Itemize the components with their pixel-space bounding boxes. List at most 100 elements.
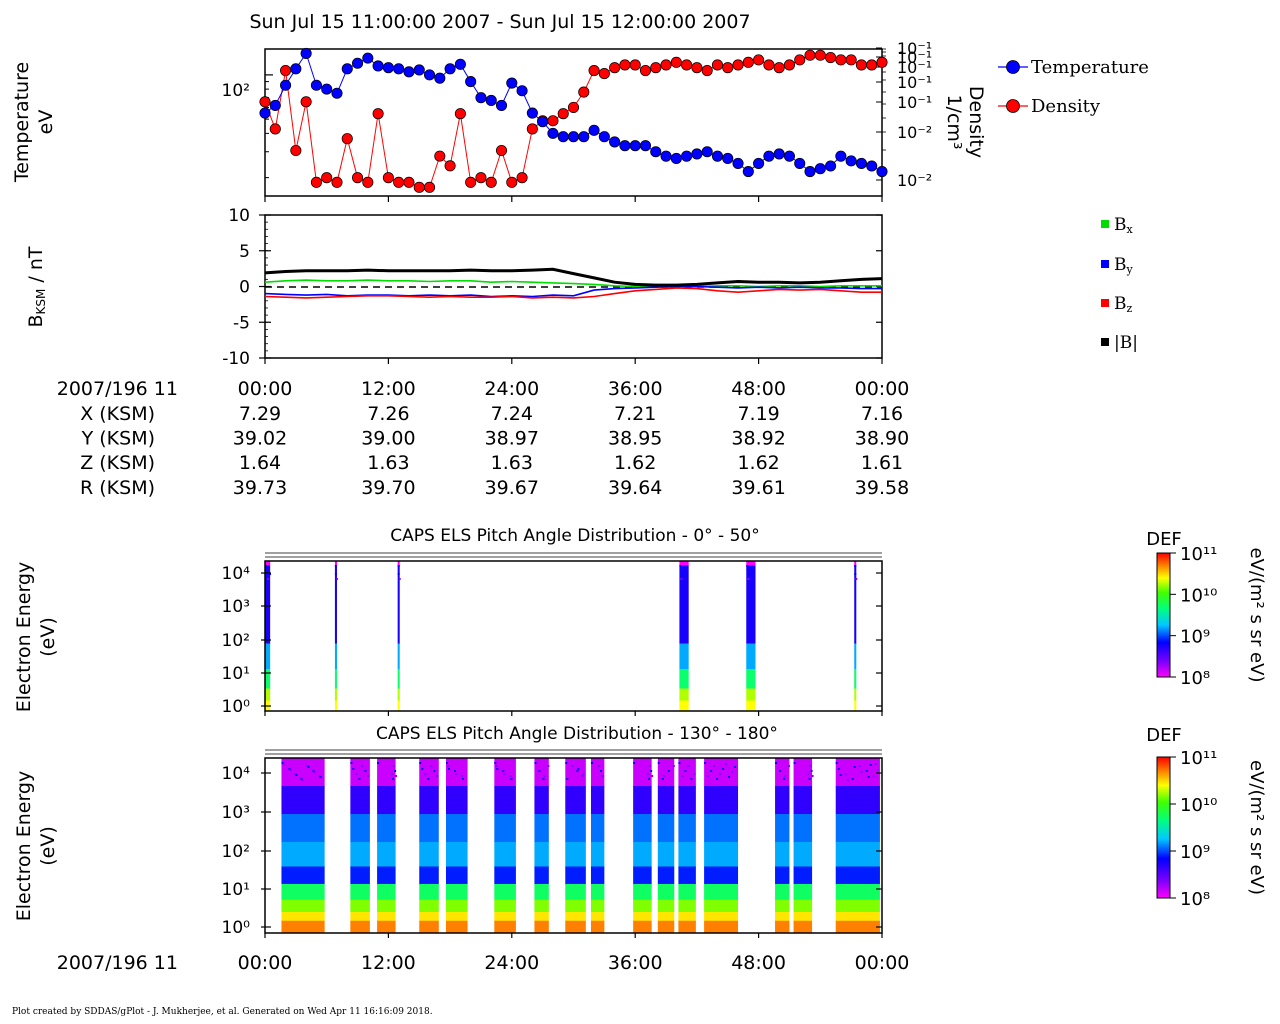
spectrogram-cell bbox=[678, 912, 696, 922]
spectrogram-speck bbox=[494, 762, 497, 764]
spectrogram-speck bbox=[855, 578, 858, 580]
temperature-point bbox=[639, 140, 652, 152]
spectrogram-speck bbox=[433, 770, 436, 772]
legend-density-label: Density bbox=[1031, 96, 1101, 117]
spectrogram-speck bbox=[633, 762, 636, 764]
spectrogram-speck bbox=[461, 778, 464, 780]
density-point bbox=[269, 123, 281, 135]
density-point bbox=[259, 96, 271, 108]
spectrogram-cell bbox=[678, 866, 696, 885]
spectrogram-cell bbox=[854, 565, 857, 644]
spectrogram-cell bbox=[534, 842, 549, 867]
spectrogram-speck bbox=[713, 765, 716, 767]
temperature-series bbox=[259, 47, 888, 178]
spectrogram-speck bbox=[503, 773, 506, 775]
spectrogram-speck bbox=[734, 766, 737, 768]
spectrogram-cell bbox=[590, 866, 605, 885]
spectrogram-cell bbox=[854, 561, 857, 566]
spectrogram-speck bbox=[395, 775, 398, 777]
spectrogram-cell bbox=[793, 758, 813, 787]
spectrogram-cell bbox=[793, 920, 813, 934]
density-point bbox=[681, 59, 693, 71]
ephemeris-value: 39.73 bbox=[233, 477, 287, 499]
density-point bbox=[876, 56, 888, 68]
spectrogram-cell bbox=[746, 561, 756, 566]
temperature-point bbox=[506, 77, 518, 89]
spectrogram-speck bbox=[421, 768, 424, 770]
temperature-point bbox=[290, 63, 302, 75]
density-point bbox=[783, 59, 795, 71]
spectrogram-speck bbox=[334, 573, 337, 575]
temperature-point bbox=[557, 131, 569, 143]
bottom-tick-label: 12:00 bbox=[361, 952, 416, 974]
btot-line bbox=[264, 267, 883, 287]
temperature-point bbox=[773, 148, 785, 160]
density-point bbox=[804, 49, 816, 61]
spectrogram-speck bbox=[377, 762, 380, 764]
spectrogram-speck bbox=[590, 762, 593, 764]
spectrogram-cell bbox=[704, 912, 739, 922]
spectrogram-cell bbox=[746, 669, 756, 689]
density-point bbox=[290, 144, 302, 157]
spectrogram-cell bbox=[657, 899, 675, 913]
density-point bbox=[485, 176, 497, 188]
temperature-point bbox=[650, 146, 662, 158]
density-point bbox=[825, 51, 837, 64]
temperature-point bbox=[681, 150, 693, 162]
spectrogram-cell bbox=[775, 814, 790, 843]
spectrogram-speck bbox=[424, 773, 427, 775]
spectrogram-cell bbox=[445, 884, 468, 901]
spectrogram-speck bbox=[394, 770, 397, 772]
temperature-ylabel-line2: eV bbox=[35, 110, 57, 135]
temperature-point bbox=[794, 157, 806, 169]
spectrogram-speck bbox=[865, 770, 868, 772]
spectrogram-cell bbox=[565, 920, 586, 934]
spectrogram-cell bbox=[590, 884, 605, 901]
temperature-point bbox=[783, 150, 795, 162]
ephemeris-value: 38.90 bbox=[855, 428, 909, 450]
temperature-point bbox=[475, 92, 487, 104]
ephemeris-row-label: R (KSM) bbox=[80, 477, 155, 499]
density-ylabel-line1: Density bbox=[965, 86, 987, 158]
els-130-180-spectrogram bbox=[281, 758, 880, 934]
density-tick-label: 10⁻² bbox=[897, 123, 932, 142]
spectrogram-cell bbox=[334, 643, 337, 670]
spectrogram-speck bbox=[810, 770, 813, 772]
ephemeris-tick-label: 12:00 bbox=[361, 378, 416, 400]
els-0-50-spectrogram bbox=[265, 561, 858, 712]
spectrogram-speck bbox=[582, 773, 585, 775]
spectrogram-cell bbox=[265, 643, 271, 670]
spectrogram-cell bbox=[854, 700, 857, 712]
spectrogram-cell bbox=[281, 899, 325, 913]
ephemeris-value: 38.95 bbox=[608, 428, 662, 450]
spectrogram-speck bbox=[872, 775, 875, 777]
spectrogram-cell bbox=[419, 758, 439, 787]
density-point bbox=[578, 86, 590, 98]
density-point bbox=[742, 56, 754, 68]
spectrogram-cell bbox=[657, 814, 675, 843]
temperature-density-frame bbox=[264, 48, 883, 197]
magnetic-field-legend: Bx By Bz |B| bbox=[1101, 215, 1138, 353]
spectrogram-cell bbox=[350, 899, 370, 913]
density-point bbox=[331, 176, 343, 188]
spectrogram-speck bbox=[393, 765, 396, 767]
spectrogram-speck bbox=[534, 762, 537, 764]
spectrogram-speck bbox=[687, 765, 690, 767]
spectrogram-speck bbox=[851, 778, 854, 780]
spectrogram-speck bbox=[667, 770, 670, 772]
spectrogram-cell bbox=[494, 884, 516, 901]
spectrogram-speck bbox=[335, 578, 338, 580]
spectrogram-cell bbox=[445, 866, 468, 885]
legend-bz-marker bbox=[1101, 299, 1109, 307]
temperature-point bbox=[372, 60, 384, 72]
ephemeris-value: 1.62 bbox=[614, 452, 656, 474]
density-point bbox=[866, 59, 878, 71]
spectrogram-cell bbox=[590, 912, 605, 922]
spectrogram-speck bbox=[364, 770, 367, 772]
temperature-point bbox=[670, 152, 682, 165]
spectrogram-cell bbox=[265, 688, 271, 701]
temperature-point bbox=[280, 79, 292, 91]
temperature-point bbox=[341, 63, 353, 75]
spectrogram-cell bbox=[633, 920, 652, 934]
colorbar-unit: eV/(m² s sr eV) bbox=[1246, 760, 1267, 895]
